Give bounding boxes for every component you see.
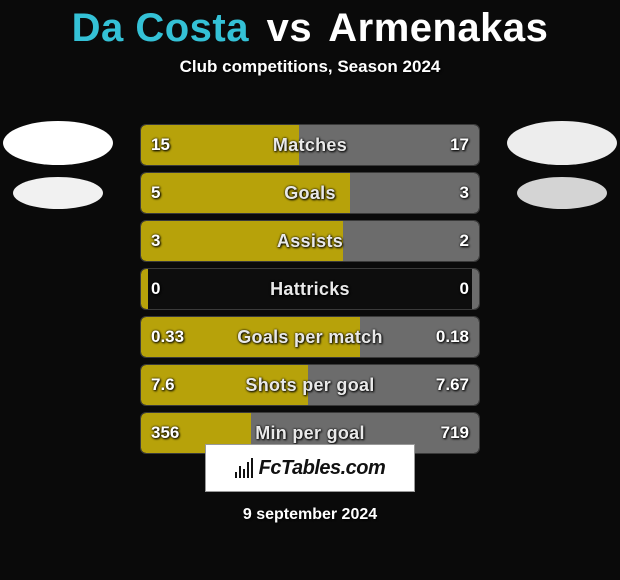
stat-row: 1517Matches xyxy=(140,124,480,166)
stat-row: 0.330.18Goals per match xyxy=(140,316,480,358)
avatar-placeholder-icon xyxy=(507,121,617,165)
vs-label: vs xyxy=(267,6,313,50)
stat-label: Matches xyxy=(141,125,479,165)
stat-label: Shots per goal xyxy=(141,365,479,405)
stat-row: 32Assists xyxy=(140,220,480,262)
player1-name: Da Costa xyxy=(72,6,249,50)
stat-label: Goals xyxy=(141,173,479,213)
stat-row: 7.67.67Shots per goal xyxy=(140,364,480,406)
player2-avatar xyxy=(507,121,617,209)
stat-label: Goals per match xyxy=(141,317,479,357)
date-label: 9 september 2024 xyxy=(0,506,620,524)
comparison-infographic: Da Costa vs Armenakas Club competitions,… xyxy=(0,6,620,580)
fctables-logo-icon xyxy=(235,458,253,478)
badge-text: FcTables.com xyxy=(259,457,386,480)
avatar-placeholder-icon xyxy=(517,177,607,209)
player1-avatar xyxy=(3,121,113,209)
stat-row: 00Hattricks xyxy=(140,268,480,310)
avatar-placeholder-icon xyxy=(3,121,113,165)
stat-label: Assists xyxy=(141,221,479,261)
player2-name: Armenakas xyxy=(328,6,548,50)
subtitle: Club competitions, Season 2024 xyxy=(0,57,620,77)
page-title: Da Costa vs Armenakas xyxy=(0,6,620,51)
source-badge: FcTables.com xyxy=(205,444,415,492)
stat-row: 53Goals xyxy=(140,172,480,214)
stats-panel: 1517Matches 53Goals 32Assists 00Hattricks 0.… xyxy=(140,124,480,460)
stat-label: Hattricks xyxy=(141,269,479,309)
avatar-placeholder-icon xyxy=(13,177,103,209)
